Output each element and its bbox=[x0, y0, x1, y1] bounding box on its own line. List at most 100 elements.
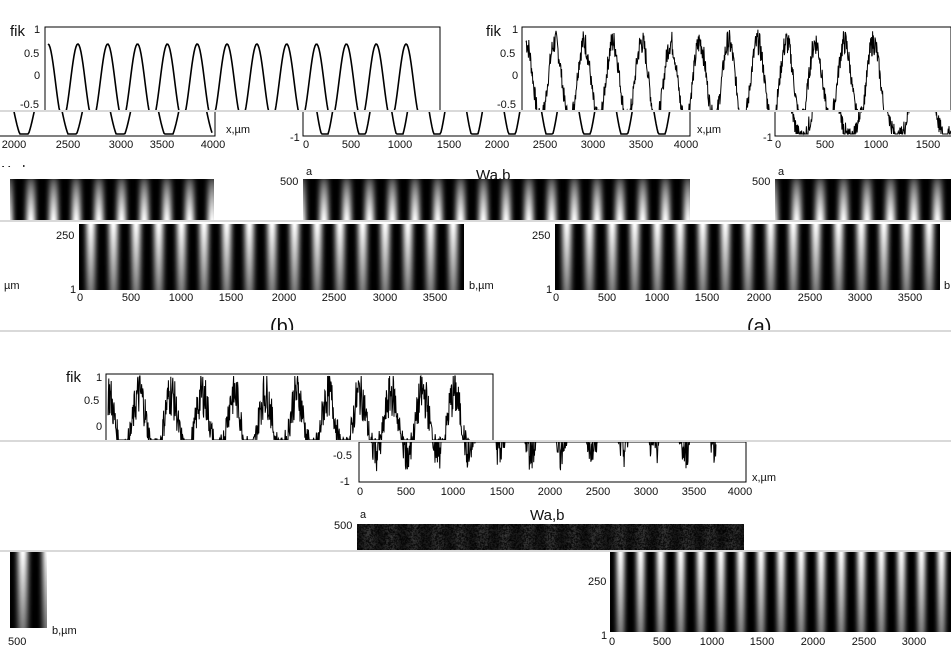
separator bbox=[0, 110, 951, 112]
panel-label-b: (b) bbox=[270, 316, 295, 330]
xtick-b-2000: 2000 bbox=[484, 139, 510, 151]
strip-heat-top: Wa,b 500 a 500 a bbox=[0, 167, 951, 220]
fik-label-right: fik bbox=[486, 23, 501, 40]
ytick-m05-lower: -0.5 bbox=[333, 450, 352, 462]
strip-fik-lower: 2000 2500 3000 3500 4000 x,µm -1 0 500 1… bbox=[0, 112, 951, 167]
xtick-strip-3500: 3500 bbox=[149, 139, 175, 151]
btick-l-2000: 2000 bbox=[271, 292, 297, 304]
xtick-d-3500: 3500 bbox=[681, 486, 707, 498]
fik-lower-series-b bbox=[316, 112, 671, 135]
fik-label-bottom: fik bbox=[66, 369, 81, 386]
heat-ytick-500-d: 500 bbox=[334, 520, 353, 532]
ytick-1-left: 1 bbox=[34, 24, 41, 36]
xtick-c-1500: 1500 bbox=[915, 139, 941, 151]
wab-title-lower: Wa,b bbox=[530, 507, 565, 524]
xtick-c-1000: 1000 bbox=[863, 139, 889, 151]
ytick-m1-c: -1 bbox=[763, 132, 773, 144]
ytick-0-bottom: 0 bbox=[96, 421, 103, 433]
heatmap-top-left bbox=[10, 179, 214, 220]
fik-series-very-noisy-lower bbox=[361, 442, 717, 472]
heatmap-bottom-right bbox=[555, 224, 940, 290]
strip-fik-bottom-lower: -0.5 -1 0 500 1000 1500 2000 2500 3000 3… bbox=[0, 442, 951, 550]
heat-ytick-500-c: 500 bbox=[752, 176, 771, 188]
xtick-strip-3000: 3000 bbox=[108, 139, 134, 151]
wab-label-left: Wa,b bbox=[0, 164, 30, 168]
btick-l-1500: 1500 bbox=[218, 292, 244, 304]
btick-f-1000: 1000 bbox=[699, 636, 725, 648]
x-axis-label-1: x,µm bbox=[226, 124, 251, 136]
strip-heat-bottom: 250 1 µm 0 500 1000 1500 2000 2500 3000 … bbox=[0, 222, 951, 330]
btick-f-3000: 3000 bbox=[901, 636, 927, 648]
xtick-d-4000: 4000 bbox=[727, 486, 753, 498]
ytick-m05-left: -0.5 bbox=[20, 99, 39, 110]
panel-label-a: (a) bbox=[747, 316, 772, 330]
btick-l-1000: 1000 bbox=[168, 292, 194, 304]
btick-l-0: 0 bbox=[76, 292, 84, 304]
btick-l-3500: 3500 bbox=[422, 292, 448, 304]
fik-plot-very-noisy bbox=[105, 373, 494, 440]
xtick-b-3000: 3000 bbox=[580, 139, 606, 151]
ytick-0-right: 0 bbox=[512, 70, 519, 82]
ytick-m1-b: -1 bbox=[290, 132, 300, 144]
fik-plot-smooth bbox=[44, 26, 951, 110]
xtick-b-4000: 4000 bbox=[673, 139, 699, 151]
heat-ytick-1-final: 1 bbox=[601, 630, 608, 642]
btick-l-3000: 3000 bbox=[372, 292, 398, 304]
heat-ytick-250-l: 250 bbox=[56, 230, 75, 242]
separator bbox=[0, 220, 951, 222]
separator bbox=[0, 330, 951, 332]
xtick-d-2000: 2000 bbox=[537, 486, 563, 498]
btick-f-2000: 2000 bbox=[800, 636, 826, 648]
heatmap-top-right bbox=[775, 179, 951, 220]
heat-um-left: µm bbox=[4, 280, 20, 292]
ytick-05-bottom: 0.5 bbox=[84, 395, 100, 407]
xtick-b-1000: 1000 bbox=[387, 139, 413, 151]
strip-top-fik: fik 1 0.5 0 -0.5 fik 1 0.5 0 -0.5 bbox=[0, 0, 951, 110]
ytick-m05-right: -0.5 bbox=[497, 99, 516, 110]
heatmap-final-right bbox=[610, 552, 951, 632]
fik-lower-series-c bbox=[790, 112, 951, 136]
fik-lower-plots bbox=[0, 112, 951, 137]
fik-series-very-noisy bbox=[107, 374, 470, 440]
series-line bbox=[107, 374, 470, 440]
btick-r-3500: 3500 bbox=[897, 292, 923, 304]
strip-heat-final: 500 b,µm 250 1 0 500 1000 1500 2000 2500… bbox=[0, 552, 951, 664]
ytick-0-left: 0 bbox=[34, 70, 41, 82]
btick-f-2500: 2500 bbox=[851, 636, 877, 648]
fik-label-left: fik bbox=[10, 23, 25, 40]
heat-ytick-1-l: 1 bbox=[70, 284, 77, 296]
xtick-d-1000: 1000 bbox=[440, 486, 466, 498]
xtick-d-3000: 3000 bbox=[633, 486, 659, 498]
series-line bbox=[525, 29, 885, 110]
heat-a-label-d: a bbox=[360, 509, 367, 521]
heat-ytick-250-r: 250 bbox=[532, 230, 551, 242]
btick-r-2500: 2500 bbox=[797, 292, 823, 304]
b-end-tick: 500 bbox=[8, 636, 27, 648]
heat-a-label-c: a bbox=[778, 167, 785, 178]
fik-series-noisy bbox=[525, 29, 885, 110]
xtick-d-0: 0 bbox=[356, 486, 364, 498]
series-line bbox=[47, 42, 419, 110]
heatmap-lower-top bbox=[357, 524, 744, 550]
b-axis-label-final: b,µm bbox=[52, 625, 77, 637]
btick-r-3000: 3000 bbox=[847, 292, 873, 304]
ytick-1-bottom: 1 bbox=[96, 372, 103, 384]
xtick-d-1500: 1500 bbox=[489, 486, 515, 498]
heatmap-final-left bbox=[10, 552, 47, 628]
heatmap-top-center bbox=[303, 179, 690, 220]
ytick-1-right: 1 bbox=[512, 24, 519, 36]
btick-r-2000: 2000 bbox=[746, 292, 772, 304]
heatmap-bottom-left bbox=[79, 224, 464, 290]
x-axis-label-2: x,µm bbox=[697, 124, 722, 136]
strip-fik-bottom-top: fik 1 0.5 0 bbox=[0, 332, 951, 440]
xtick-b-1500: 1500 bbox=[436, 139, 462, 151]
separator bbox=[0, 550, 951, 552]
heat-ytick-250-final: 250 bbox=[588, 576, 607, 588]
xtick-strip-2500: 2500 bbox=[55, 139, 81, 151]
series-line bbox=[790, 112, 951, 136]
xtick-b-500: 500 bbox=[341, 139, 361, 151]
xtick-b-2500: 2500 bbox=[532, 139, 558, 151]
heat-ytick-500-b: 500 bbox=[280, 176, 299, 188]
heat-a-label-b: a bbox=[306, 167, 313, 178]
x-axis-label-3: x,µm bbox=[752, 472, 777, 484]
